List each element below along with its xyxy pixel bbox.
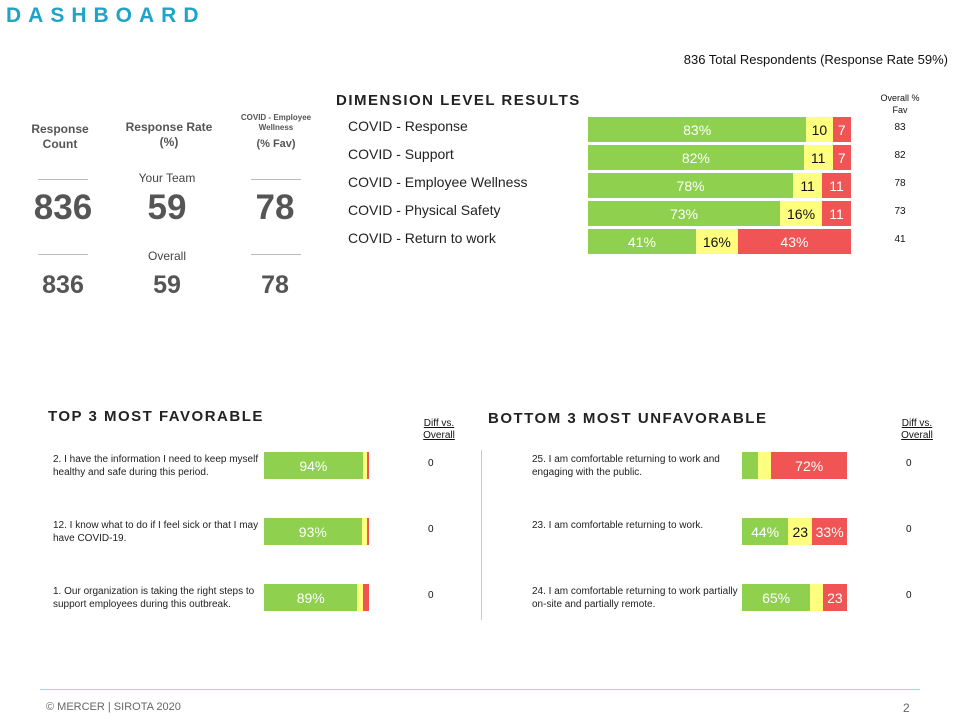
favorable-segment: 65% bbox=[742, 584, 811, 611]
dimension-label: COVID - Response bbox=[348, 118, 468, 134]
neutral-segment bbox=[757, 452, 772, 479]
unfavorable-segment: 23 bbox=[822, 584, 847, 611]
favorable-segment: 89% bbox=[264, 584, 358, 611]
kpi-divider bbox=[251, 254, 301, 255]
top3-diff-header: Diff vs. Overall bbox=[423, 418, 455, 441]
neutral-segment: 10 bbox=[806, 117, 833, 142]
response-count-header: Response Count bbox=[31, 122, 89, 151]
neutral-segment bbox=[362, 452, 367, 479]
total-respondents: 836 Total Respondents (Response Rate 59%… bbox=[683, 52, 948, 67]
unfavorable-segment: 72% bbox=[771, 452, 847, 479]
item-bar: 94% bbox=[264, 452, 369, 479]
page-number: 2 bbox=[903, 701, 910, 715]
item-bar: 89% bbox=[264, 584, 369, 611]
overall-covid-wellness: 78 bbox=[261, 271, 289, 299]
unfavorable-segment: 7 bbox=[832, 117, 851, 142]
favorable-segment: 93% bbox=[264, 518, 362, 545]
dimension-label: COVID - Return to work bbox=[348, 230, 496, 246]
dimension-section-title: DIMENSION LEVEL RESULTS bbox=[336, 92, 581, 109]
unfavorable-segment: 11 bbox=[822, 201, 851, 226]
item-bar: 93% bbox=[264, 518, 369, 545]
team-response-rate: 59 bbox=[147, 188, 187, 227]
item-text: 25. I am comfortable returning to work a… bbox=[532, 454, 720, 478]
dimension-label: COVID - Employee Wellness bbox=[348, 174, 528, 190]
item-text: 1. Our organization is taking the right … bbox=[53, 586, 255, 610]
unfavorable-segment bbox=[366, 518, 369, 545]
neutral-segment: 16% bbox=[779, 201, 823, 226]
kpi-divider bbox=[38, 254, 88, 255]
dimension-overall-value: 83 bbox=[894, 122, 906, 133]
neutral-segment: 11 bbox=[803, 145, 833, 170]
dimension-bar: 41% 16% 43% bbox=[588, 229, 851, 254]
top3-section-title: TOP 3 MOST FAVORABLE bbox=[48, 408, 264, 425]
favorable-segment: 82% bbox=[588, 145, 804, 170]
dimension-bar: 82% 11 7 bbox=[588, 145, 851, 170]
item-diff-value: 0 bbox=[906, 458, 912, 469]
covid-wellness-header: COVID - Employee Wellness bbox=[240, 113, 312, 132]
neutral-segment: 23 bbox=[788, 518, 813, 545]
unfavorable-segment bbox=[362, 584, 369, 611]
overall-response-count: 836 bbox=[42, 271, 84, 299]
dimension-overall-value: 82 bbox=[894, 150, 906, 161]
item-bar: 72% bbox=[742, 452, 847, 479]
dimension-overall-value: 41 bbox=[894, 234, 906, 245]
dimension-overall-value: 73 bbox=[894, 206, 906, 217]
neutral-segment bbox=[361, 518, 367, 545]
unfavorable-segment: 11 bbox=[822, 173, 851, 198]
overall-label: Overall bbox=[147, 249, 186, 263]
unfavorable-segment: 7 bbox=[832, 145, 851, 170]
kpi-divider bbox=[251, 179, 301, 180]
item-diff-value: 0 bbox=[906, 524, 912, 535]
footer-copyright: © MERCER | SIROTA 2020 bbox=[46, 701, 181, 713]
dimension-overall-value: 78 bbox=[894, 178, 906, 189]
neutral-segment: 11 bbox=[793, 173, 823, 198]
item-bar: 65% 23 bbox=[742, 584, 847, 611]
item-diff-value: 0 bbox=[906, 590, 912, 601]
unfavorable-segment bbox=[366, 452, 369, 479]
favorable-segment: 44% bbox=[742, 518, 789, 545]
item-diff-value: 0 bbox=[428, 524, 434, 535]
kpi-divider bbox=[38, 179, 88, 180]
overall-response-rate: 59 bbox=[153, 271, 181, 299]
item-diff-value: 0 bbox=[428, 590, 434, 601]
favorable-segment: 78% bbox=[588, 173, 794, 198]
item-text: 24. I am comfortable returning to work p… bbox=[532, 586, 738, 610]
unfavorable-segment: 33% bbox=[812, 518, 847, 545]
covid-wellness-subheader: (% Fav) bbox=[256, 138, 296, 150]
dimension-bar: 73% 16% 11 bbox=[588, 201, 851, 226]
favorable-segment: 83% bbox=[588, 117, 807, 142]
item-diff-value: 0 bbox=[428, 458, 434, 469]
favorable-segment: 73% bbox=[588, 201, 780, 226]
item-text: 2. I have the information I need to keep… bbox=[53, 454, 259, 478]
section-divider bbox=[481, 450, 482, 620]
overall-fav-header: Overall % Fav bbox=[880, 93, 920, 115]
neutral-segment bbox=[357, 584, 363, 611]
team-covid-wellness: 78 bbox=[255, 188, 295, 227]
bottom3-diff-header: Diff vs. Overall bbox=[901, 418, 933, 441]
dimension-bar: 78% 11 11 bbox=[588, 173, 851, 198]
team-response-count: 836 bbox=[33, 188, 93, 227]
bottom3-section-title: BOTTOM 3 MOST UNFAVORABLE bbox=[488, 410, 768, 427]
dimension-label: COVID - Physical Safety bbox=[348, 202, 501, 218]
item-text: 23. I am comfortable returning to work. bbox=[532, 520, 704, 531]
your-team-label: Your Team bbox=[138, 171, 196, 185]
item-bar: 44% 23 33% bbox=[742, 518, 847, 545]
favorable-segment: 41% bbox=[588, 229, 696, 254]
footer-divider bbox=[40, 689, 920, 690]
neutral-segment bbox=[810, 584, 823, 611]
response-rate-header: Response Rate (%) bbox=[125, 120, 213, 149]
favorable-segment bbox=[742, 452, 758, 479]
dimension-label: COVID - Support bbox=[348, 146, 454, 162]
page-title: DASHBOARD bbox=[6, 4, 206, 27]
neutral-segment: 16% bbox=[695, 229, 738, 254]
favorable-segment: 94% bbox=[264, 452, 363, 479]
dimension-bar: 83% 10 7 bbox=[588, 117, 851, 142]
item-text: 12. I know what to do if I feel sick or … bbox=[53, 520, 259, 544]
unfavorable-segment: 43% bbox=[737, 229, 851, 254]
